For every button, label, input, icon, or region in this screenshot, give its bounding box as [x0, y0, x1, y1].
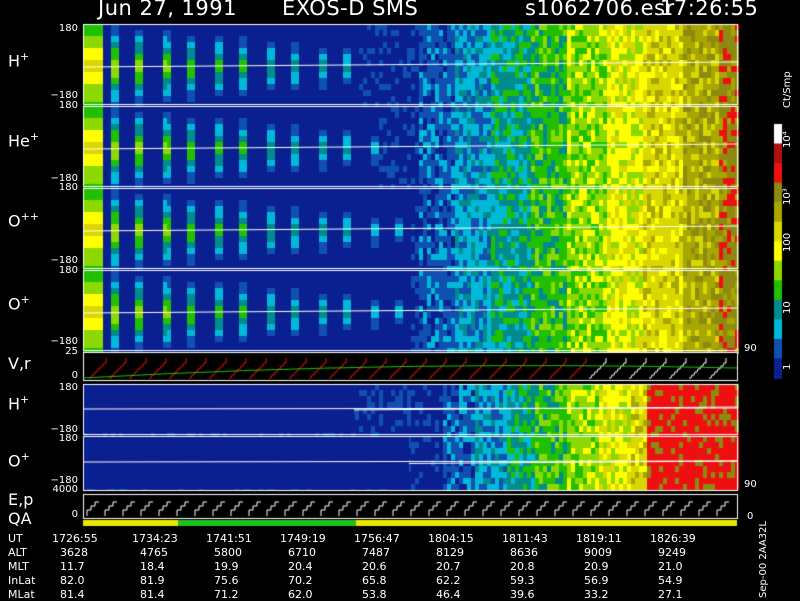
colorbar-tick-100: 100 [782, 232, 793, 252]
colorbar-tick-1: 1 [782, 363, 793, 370]
table-row-label: InLat [8, 574, 36, 587]
table-cell: 62.0 [288, 588, 313, 601]
table-cell: 1726:55 [52, 532, 98, 545]
table-row: MLT 11.7 18.4 19.9 20.4 20.6 20.7 20.8 20.9 21.0 [0, 560, 800, 573]
table-cell: 20.7 [436, 560, 461, 573]
table-row: UT 1726:55 1734:23 1741:51 1749:19 1756:47 180… [0, 532, 800, 545]
colorbar-tick-10: 10 [782, 301, 793, 314]
table-cell: 82.0 [60, 574, 85, 587]
plot-file: s1062706.esr [525, 0, 675, 20]
table-row: ALT 3628 4765 5800 6710 7487 8129 8636 9009 9249 [0, 546, 800, 559]
table-cell: 1734:23 [132, 532, 178, 545]
tick-opp-bottom: −180 [50, 255, 78, 266]
table-cell: 6710 [288, 546, 316, 559]
table-cell: 21.0 [658, 560, 683, 573]
table-cell: 20.8 [510, 560, 535, 573]
table-cell: 81.4 [140, 588, 165, 601]
table-row-label: UT [8, 532, 23, 545]
plot-time: 17:26:55 [660, 0, 759, 20]
plot-instrument: EXOS-D SMS [282, 0, 419, 20]
table-cell: 8636 [510, 546, 538, 559]
table-cell: 1826:39 [650, 532, 696, 545]
tick-o2-bottom: −180 [50, 475, 78, 486]
table-cell: 53.8 [362, 588, 387, 601]
panel-label-ep: E,p [8, 490, 34, 509]
colorbar-unit: Ct/Smp [782, 71, 793, 108]
table-cell: 4765 [140, 546, 168, 559]
table-cell: 9009 [584, 546, 612, 559]
table-cell: 5800 [214, 546, 242, 559]
table-row-label: MLT [8, 560, 29, 573]
table-cell: 59.3 [510, 574, 535, 587]
table-row: MLat 81.4 81.4 71.2 62.0 53.8 46.4 39.6 33.2 27.1 [0, 588, 800, 601]
tick-h-top: 180 [58, 23, 78, 34]
table-cell: 27.1 [658, 588, 683, 601]
tick-op-bottom: −180 [50, 336, 78, 347]
table-cell: 75.6 [214, 574, 239, 587]
table-cell: 11.7 [60, 560, 85, 573]
table-cell: 9249 [658, 546, 686, 559]
panel-label-vr: V,r [8, 354, 31, 373]
table-cell: 39.6 [510, 588, 535, 601]
table-cell: 71.2 [214, 588, 239, 601]
tick-h-bottom: −180 [50, 90, 78, 101]
table-cell: 1749:19 [280, 532, 326, 545]
panel-label-he-plus: He+ [8, 130, 40, 151]
tick-ep-bottom: 0 [71, 509, 78, 520]
tick-h2-top: 180 [58, 382, 78, 393]
table-cell: 62.2 [436, 574, 461, 587]
tick-he-bottom: −180 [50, 173, 78, 184]
plot-date: Jun 27, 1991 [98, 0, 238, 20]
rtick-ep: 0 [747, 511, 754, 522]
table-cell: 81.4 [60, 588, 85, 601]
table-cell: 81.9 [140, 574, 165, 587]
rtick-o2: 90 [744, 479, 757, 490]
table-row-label: MLat [8, 588, 35, 601]
tick-vr-bottom: 0 [71, 370, 78, 381]
tick-h2-bottom: −180 [50, 424, 78, 435]
tick-vr-top: 25 [65, 346, 78, 357]
table-cell: 1741:51 [206, 532, 252, 545]
table-cell: 19.9 [214, 560, 239, 573]
table-cell: 46.4 [436, 588, 461, 601]
table-cell: 20.6 [362, 560, 387, 573]
table-cell: 8129 [436, 546, 464, 559]
colorbar-tick-1e4: 10⁴ [782, 131, 793, 148]
tick-he-top: 180 [58, 100, 78, 111]
table-cell: 54.9 [658, 574, 683, 587]
table-cell: 56.9 [584, 574, 609, 587]
table-cell: 1804:15 [428, 532, 474, 545]
panel-label-h-plus: H+ [8, 50, 30, 71]
table-cell: 70.2 [288, 574, 313, 587]
colorbar-tick-1e3: 10³ [782, 188, 793, 205]
panel-label-o-plus: O+ [8, 293, 30, 314]
tick-op-top: 180 [58, 265, 78, 276]
panel-label-o-plus-2: O+ [8, 450, 30, 471]
panel-label-qa: QA [8, 509, 32, 528]
tick-ep-top: 4000 [52, 484, 78, 495]
table-cell: 33.2 [584, 588, 609, 601]
tick-o2-top: 180 [58, 433, 78, 444]
table-row: InLat 82.0 81.9 75.6 70.2 65.8 62.2 59.3 56.9 54.… [0, 574, 800, 587]
tick-opp-top: 180 [58, 182, 78, 193]
table-cell: 20.9 [584, 560, 609, 573]
panel-label-o-plusplus: O++ [8, 210, 40, 231]
table-cell: 20.4 [288, 560, 313, 573]
table-cell: 7487 [362, 546, 390, 559]
table-cell: 1811:43 [502, 532, 548, 545]
table-cell: 65.8 [362, 574, 387, 587]
table-cell: 18.4 [140, 560, 165, 573]
table-cell: 3628 [60, 546, 88, 559]
rtick-vr: 90 [744, 343, 757, 354]
table-cell: 1819:11 [576, 532, 622, 545]
table-cell: 1756:47 [354, 532, 400, 545]
panel-label-h-plus-2: H+ [8, 393, 30, 414]
table-row-label: ALT [8, 546, 27, 559]
